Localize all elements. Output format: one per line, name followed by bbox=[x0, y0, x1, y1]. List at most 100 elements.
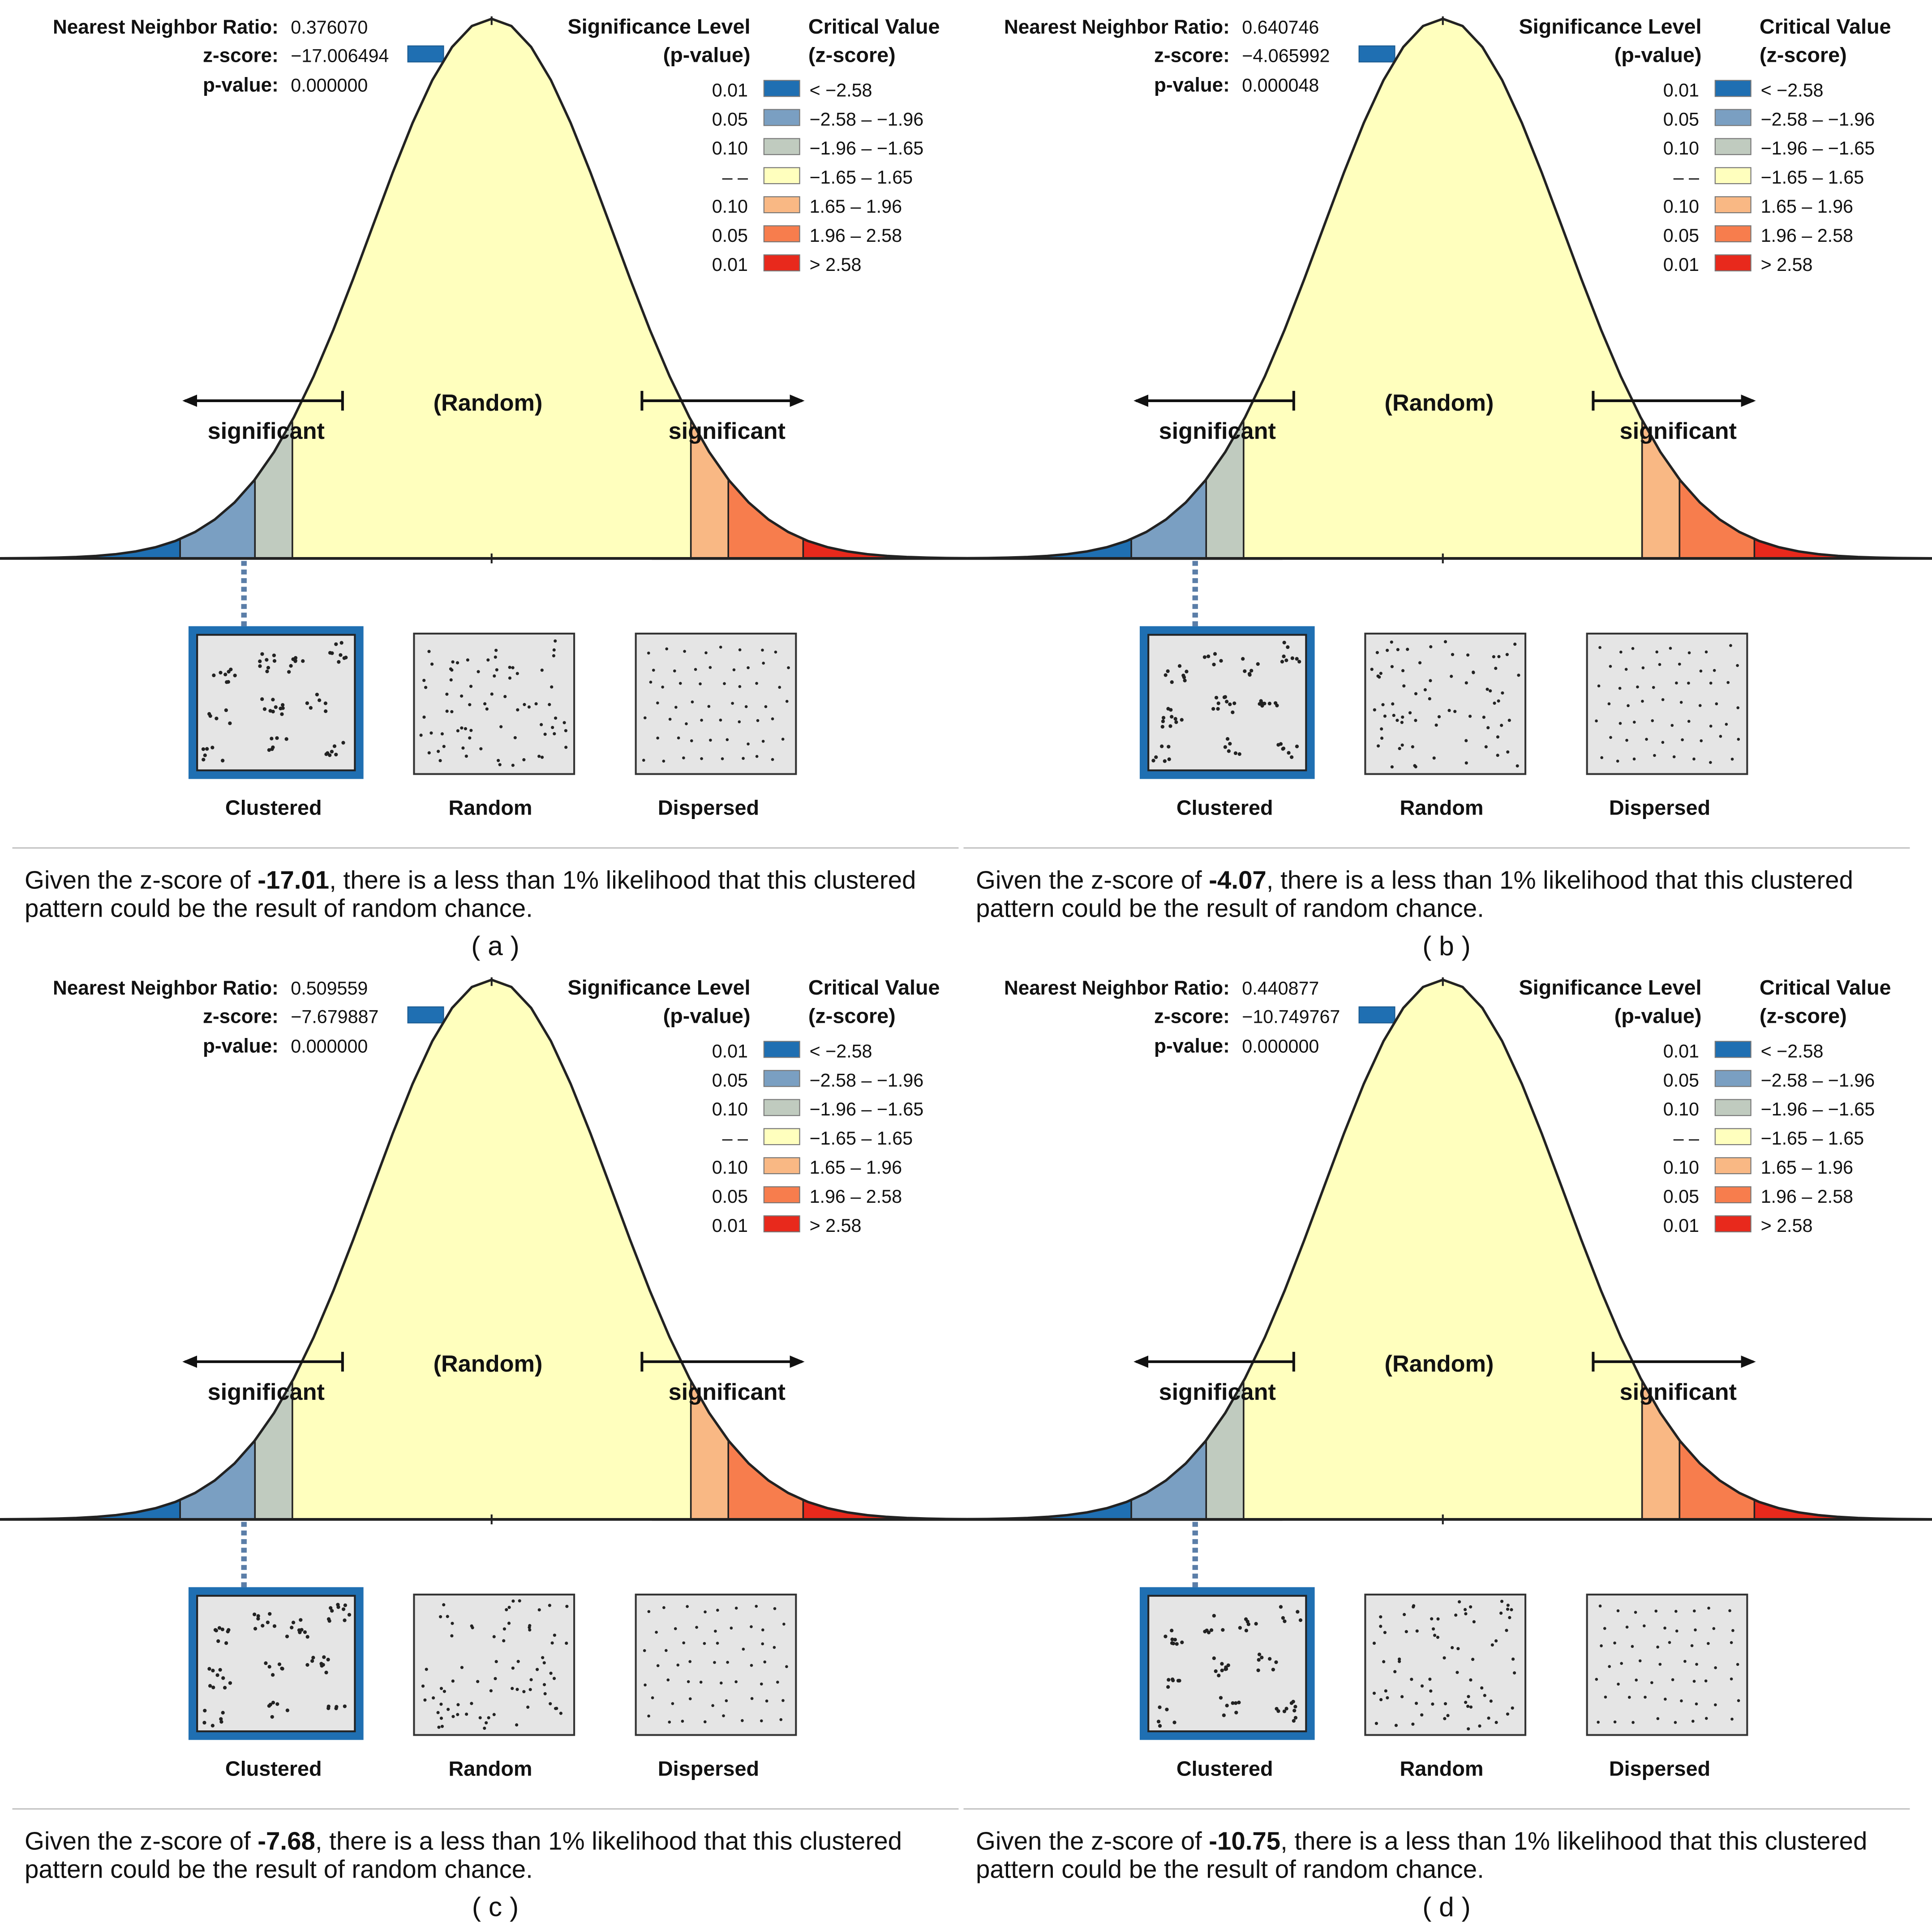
dot bbox=[1163, 1634, 1167, 1638]
dot bbox=[430, 663, 434, 666]
legend-range-1: −2.58 – −1.96 bbox=[810, 1070, 924, 1090]
dot bbox=[1438, 715, 1441, 718]
dot bbox=[1480, 1686, 1483, 1690]
dot bbox=[541, 669, 544, 672]
dot bbox=[1382, 1660, 1385, 1663]
caption-zvalue: -4.07 bbox=[1209, 866, 1267, 894]
pattern-random: Random bbox=[414, 1595, 574, 1780]
dot bbox=[774, 651, 777, 654]
dot bbox=[1380, 737, 1383, 740]
dot bbox=[1178, 664, 1181, 668]
dot bbox=[269, 1703, 272, 1706]
dot bbox=[253, 1627, 257, 1630]
dot bbox=[1737, 738, 1740, 741]
dot bbox=[1164, 673, 1168, 677]
dot bbox=[1180, 718, 1184, 721]
dot bbox=[1662, 698, 1665, 701]
dot bbox=[1414, 692, 1417, 695]
legend-p-1: 0.05 bbox=[712, 109, 748, 129]
dot bbox=[493, 674, 496, 678]
dot bbox=[668, 1720, 671, 1724]
dot bbox=[1517, 673, 1520, 677]
legend: Significance Level(p-value)Critical Valu… bbox=[1519, 976, 1891, 1236]
dot bbox=[1464, 1608, 1467, 1611]
dot bbox=[318, 699, 321, 702]
dot bbox=[315, 693, 319, 696]
nnr-value: 0.440877 bbox=[1242, 978, 1319, 999]
dot bbox=[1450, 675, 1453, 678]
pattern-clustered: Clustered bbox=[189, 1587, 364, 1780]
significant-right-label: significant bbox=[669, 1379, 786, 1405]
zscore-swatch bbox=[408, 46, 444, 62]
dot bbox=[266, 666, 270, 669]
dot bbox=[1656, 1646, 1659, 1649]
dot bbox=[1730, 1677, 1733, 1681]
dot bbox=[1705, 1717, 1708, 1720]
dot bbox=[319, 1662, 323, 1665]
dot bbox=[543, 1661, 546, 1664]
dot bbox=[1401, 669, 1404, 672]
dot bbox=[742, 1647, 745, 1651]
dot bbox=[708, 705, 711, 708]
dot bbox=[781, 738, 785, 741]
dot bbox=[1662, 741, 1665, 744]
dot bbox=[756, 755, 759, 758]
random-center-label: (Random) bbox=[1385, 390, 1494, 416]
dot bbox=[1282, 655, 1285, 658]
dot bbox=[1597, 1721, 1600, 1724]
dot bbox=[274, 705, 278, 709]
dot bbox=[756, 719, 760, 722]
dot bbox=[445, 693, 448, 696]
dot bbox=[1709, 761, 1712, 764]
dot bbox=[1222, 1713, 1226, 1717]
dot bbox=[1680, 701, 1683, 704]
dot bbox=[1174, 717, 1177, 721]
dot bbox=[309, 706, 313, 710]
dot bbox=[1431, 1703, 1434, 1706]
dot bbox=[324, 709, 327, 713]
dot bbox=[536, 1668, 539, 1671]
dot bbox=[682, 756, 685, 759]
dot bbox=[258, 660, 262, 663]
caption-line-2: pattern could be the result of random ch… bbox=[25, 894, 533, 922]
dot bbox=[1693, 1609, 1696, 1613]
dot bbox=[1508, 1616, 1511, 1619]
dot bbox=[528, 1626, 531, 1629]
caption-post: , there is a less than 1% likelihood tha… bbox=[1267, 866, 1853, 894]
dot bbox=[493, 1713, 496, 1716]
dot bbox=[1234, 751, 1237, 755]
dot bbox=[1600, 756, 1603, 759]
legend-swatch-6 bbox=[1715, 1216, 1751, 1232]
dot bbox=[655, 1631, 658, 1634]
dot bbox=[782, 1623, 786, 1626]
dot bbox=[1644, 1696, 1647, 1699]
dot bbox=[1455, 1671, 1459, 1674]
dot bbox=[1631, 1721, 1635, 1724]
legend-header-critical: Critical Value bbox=[808, 976, 940, 999]
nnr-value: 0.376070 bbox=[291, 17, 368, 38]
dot bbox=[437, 1711, 440, 1714]
dot bbox=[1183, 679, 1186, 682]
dot bbox=[522, 758, 525, 761]
dot bbox=[1226, 737, 1229, 741]
dot bbox=[681, 1720, 684, 1723]
dot bbox=[763, 1660, 766, 1664]
dot bbox=[1631, 1645, 1634, 1648]
dot bbox=[679, 682, 682, 685]
dot bbox=[275, 736, 279, 740]
dot bbox=[1473, 1620, 1476, 1623]
dot bbox=[1633, 721, 1636, 724]
dot bbox=[1658, 663, 1662, 666]
pattern-label-random: Random bbox=[1400, 796, 1483, 819]
pvalue-value: 0.000000 bbox=[291, 75, 368, 95]
curve-region-3 bbox=[292, 980, 691, 1519]
dot bbox=[764, 705, 768, 708]
pattern-label-clustered: Clustered bbox=[1176, 1757, 1273, 1780]
dot bbox=[202, 747, 205, 751]
dot bbox=[1219, 659, 1223, 663]
dot bbox=[516, 672, 519, 675]
dot bbox=[1211, 707, 1215, 711]
dot bbox=[1485, 688, 1489, 691]
dot bbox=[1416, 1630, 1419, 1633]
dot bbox=[1458, 1600, 1461, 1604]
